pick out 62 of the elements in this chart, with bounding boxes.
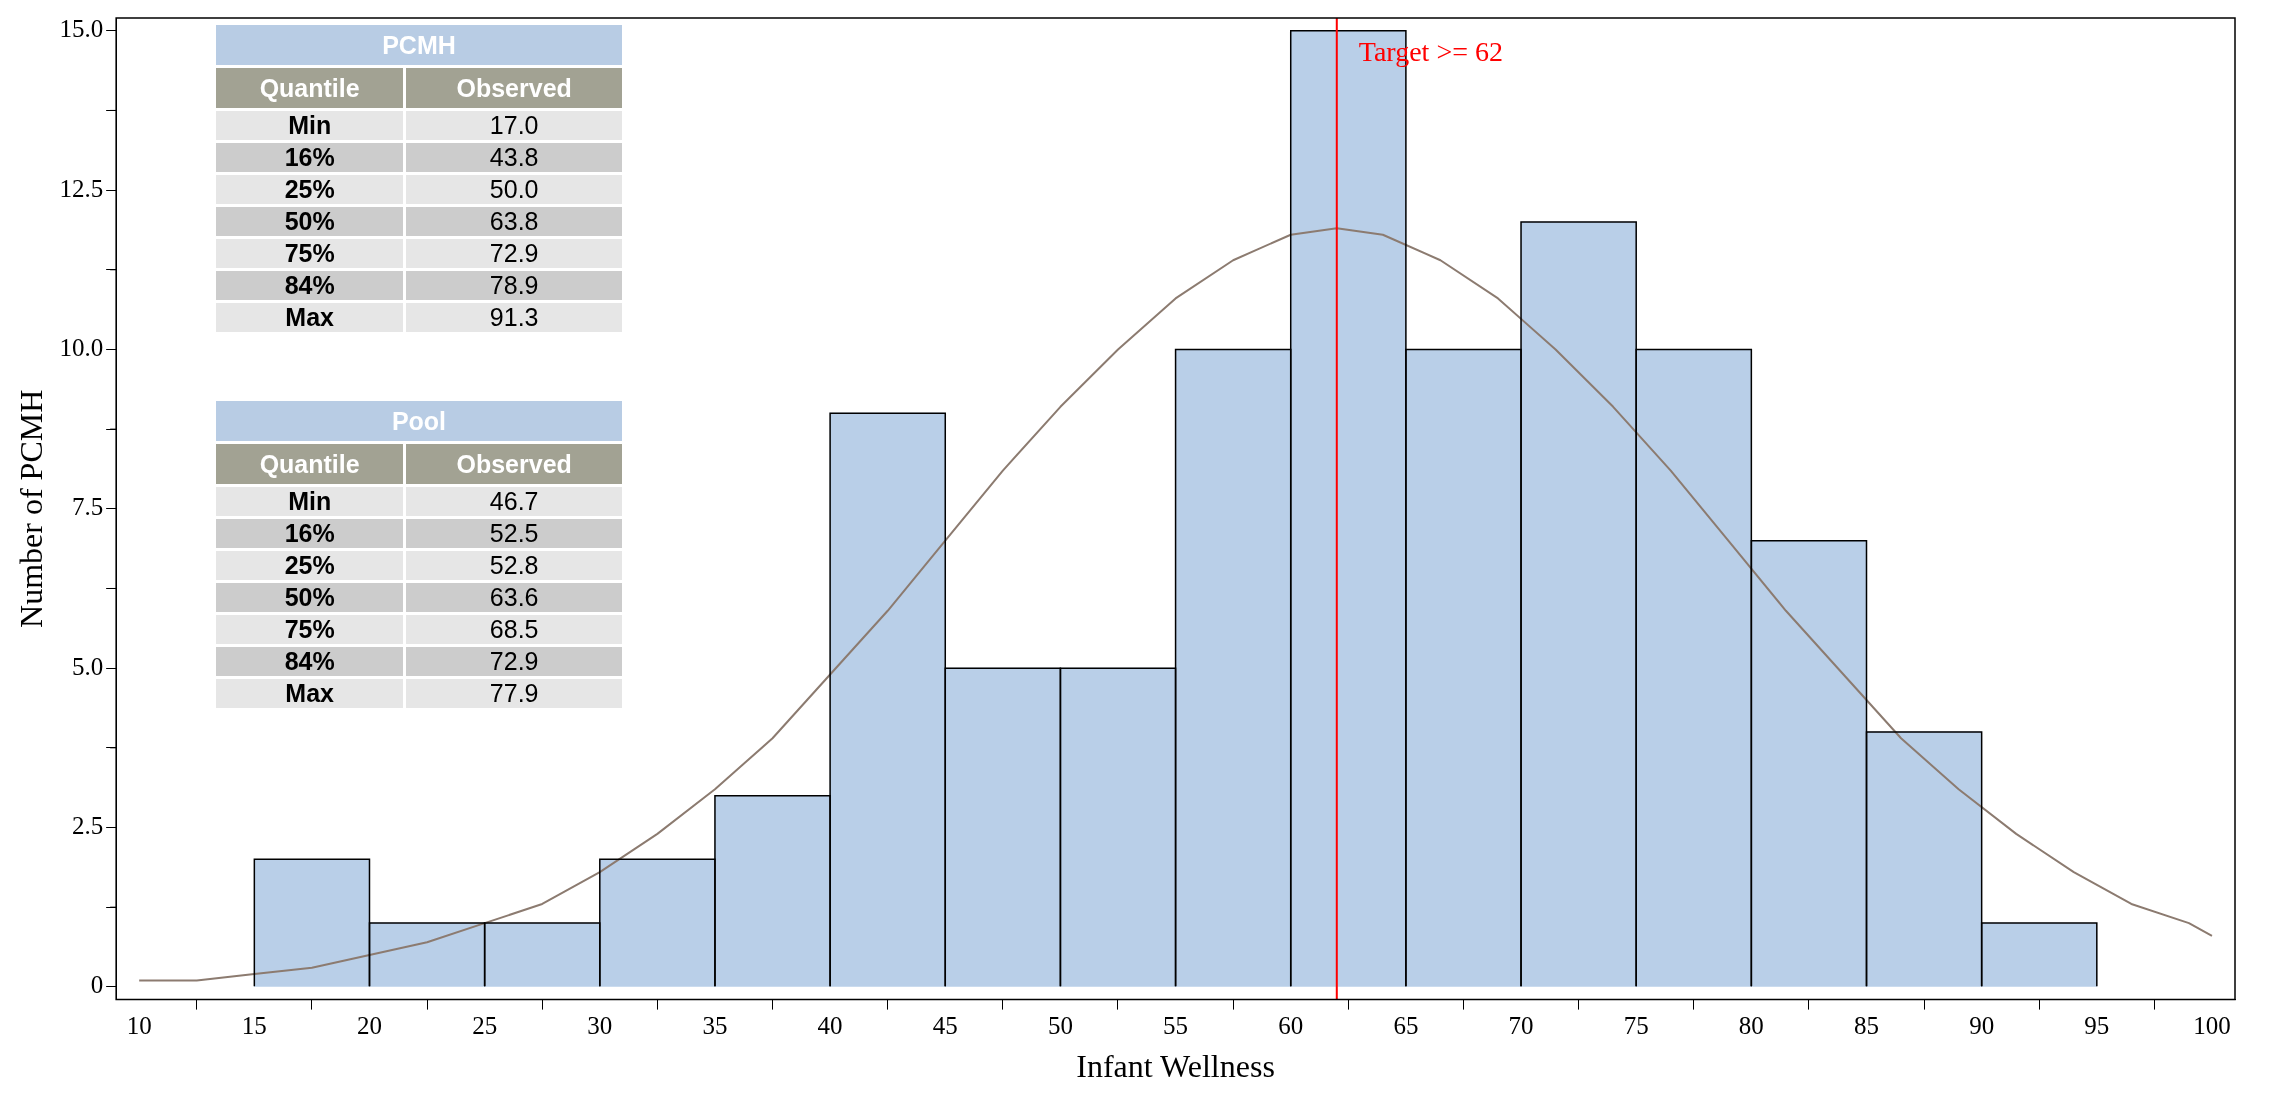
annotation: 52.8 <box>404 549 624 582</box>
x-tick-label: 40 <box>817 1012 843 1040</box>
annotation: 68.5 <box>404 613 624 646</box>
annotation: 46.7 <box>404 485 624 518</box>
annotation: 84% <box>214 645 405 678</box>
annotation: 75% <box>214 613 405 646</box>
annotation: Min <box>214 109 405 142</box>
x-tick-label: 35 <box>702 1012 728 1040</box>
annotation: 16% <box>214 517 405 550</box>
annotation: 77.9 <box>404 677 624 710</box>
x-tick-label: 20 <box>356 1012 382 1040</box>
annotation: PCMH <box>214 23 624 67</box>
annotation: Quantile <box>214 66 405 110</box>
annotation: Quantile <box>214 442 405 486</box>
annotation: 63.6 <box>404 581 624 614</box>
x-tick-label: 65 <box>1393 1012 1419 1040</box>
y-tick-label: 15.0 <box>59 15 104 43</box>
annotation: Max <box>214 301 405 334</box>
x-axis-title: Infant Wellness <box>1076 1048 1275 1085</box>
annotation: 52.5 <box>404 517 624 550</box>
y-tick-label: 2.5 <box>71 812 104 840</box>
x-tick-label: 90 <box>1969 1012 1995 1040</box>
x-tick-label: 60 <box>1278 1012 1304 1040</box>
annotation: 84% <box>214 269 405 302</box>
annotation: 43.8 <box>404 141 624 174</box>
annotation: 91.3 <box>404 301 624 334</box>
y-axis-title: Number of PCMH <box>12 389 49 628</box>
annotation: 63.8 <box>404 205 624 238</box>
x-tick-label: 10 <box>126 1012 152 1040</box>
x-tick-label: 70 <box>1508 1012 1534 1040</box>
y-tick-label: 5.0 <box>71 652 104 680</box>
x-tick-label: 85 <box>1854 1012 1879 1040</box>
annotation: 72.9 <box>404 237 624 270</box>
annotation: 72.9 <box>404 645 624 678</box>
x-tick-label: 45 <box>932 1012 958 1040</box>
annotation: 16% <box>214 141 405 174</box>
annotation: Max <box>214 677 405 710</box>
annotation: Pool <box>214 399 624 443</box>
y-tick-label: 12.5 <box>59 174 104 202</box>
x-tick-label: 55 <box>1163 1012 1189 1040</box>
annotation: 50% <box>214 205 405 238</box>
x-tick-label: 15 <box>241 1012 267 1040</box>
x-tick-label: 50 <box>1047 1012 1073 1040</box>
annotation: 25% <box>214 549 405 582</box>
annotation: 78.9 <box>404 269 624 302</box>
x-tick-label: 25 <box>472 1012 498 1040</box>
annotation: 17.0 <box>404 109 624 142</box>
annotation: 75% <box>214 237 405 270</box>
y-tick-label: 0 <box>90 971 104 999</box>
annotation: 50.0 <box>404 173 624 206</box>
y-tick-label: 10.0 <box>59 334 104 362</box>
annotation: 50% <box>214 581 405 614</box>
y-tick-label: 7.5 <box>71 493 104 521</box>
x-tick-label: 80 <box>1738 1012 1764 1040</box>
annotation: Min <box>214 485 405 518</box>
x-tick-label: 30 <box>587 1012 613 1040</box>
x-tick-label: 95 <box>2084 1012 2110 1040</box>
x-tick-label: 100 <box>2193 1012 2231 1040</box>
annotation: Observed <box>404 66 624 110</box>
x-tick-label: 75 <box>1623 1012 1649 1040</box>
annotation: Observed <box>404 442 624 486</box>
annotation: 25% <box>214 173 405 206</box>
